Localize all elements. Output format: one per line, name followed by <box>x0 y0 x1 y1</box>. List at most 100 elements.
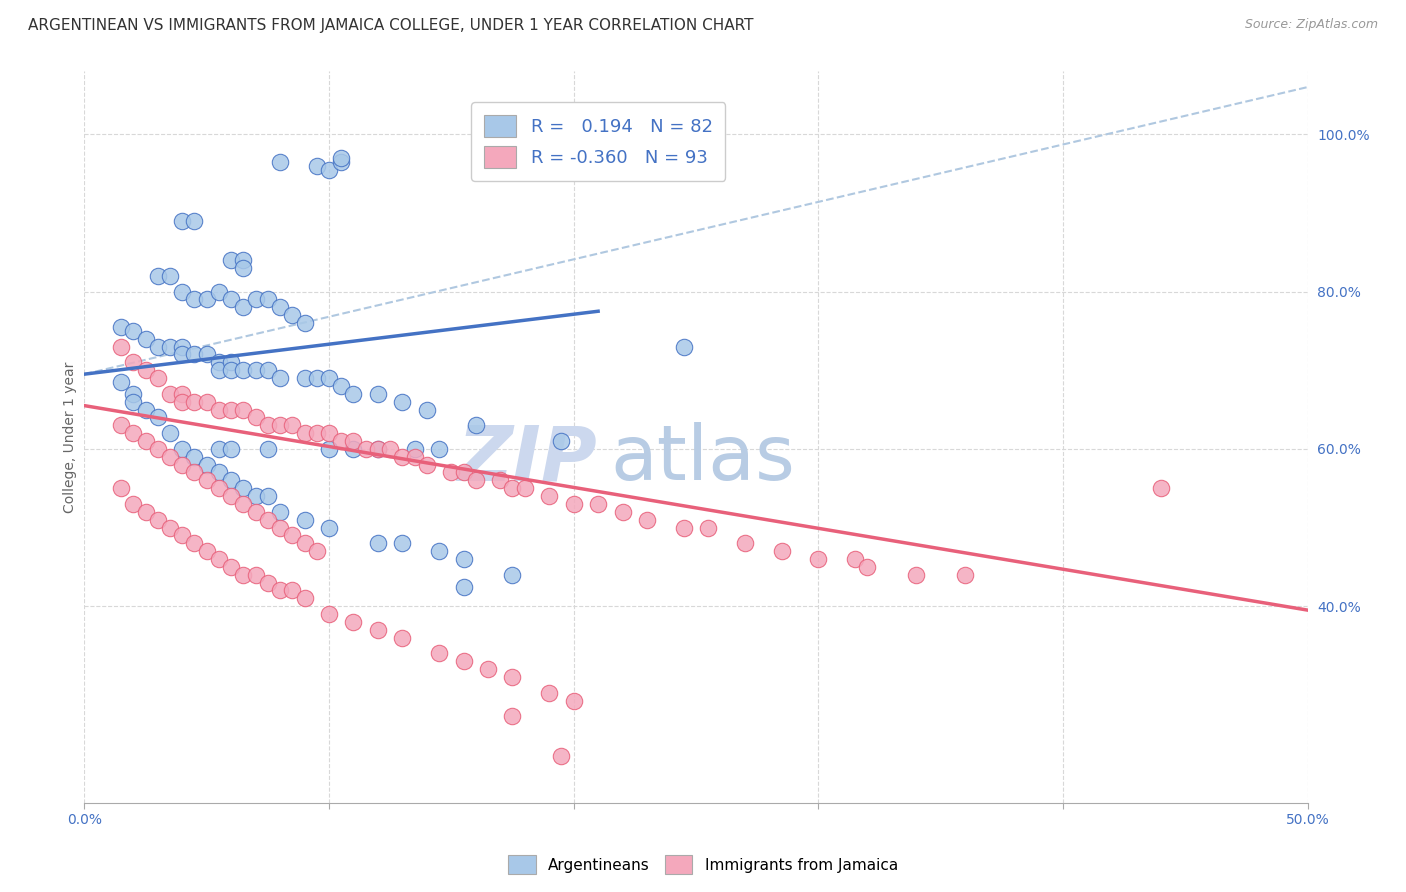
Point <box>172 458 194 472</box>
Point <box>330 434 353 448</box>
Point <box>219 355 242 369</box>
Point <box>219 473 242 487</box>
Point <box>208 552 231 566</box>
Point <box>183 214 205 228</box>
Point <box>453 580 475 594</box>
Point <box>172 394 194 409</box>
Point <box>135 505 157 519</box>
Text: ARGENTINEAN VS IMMIGRANTS FROM JAMAICA COLLEGE, UNDER 1 YEAR CORRELATION CHART: ARGENTINEAN VS IMMIGRANTS FROM JAMAICA C… <box>28 18 754 33</box>
Point <box>183 466 205 480</box>
Point <box>146 513 169 527</box>
Point <box>110 481 132 495</box>
Point <box>513 481 536 495</box>
Point <box>146 410 169 425</box>
Point <box>232 481 254 495</box>
Point <box>183 394 205 409</box>
Point <box>232 363 254 377</box>
Point <box>232 567 254 582</box>
Point <box>281 528 304 542</box>
Point <box>183 293 205 307</box>
Point <box>110 320 132 334</box>
Point <box>110 340 132 354</box>
Point <box>305 371 328 385</box>
Point <box>342 434 364 448</box>
Point <box>195 394 218 409</box>
Point <box>219 293 242 307</box>
Text: atlas: atlas <box>610 422 796 496</box>
Point <box>404 450 426 464</box>
Point <box>257 363 280 377</box>
Point <box>135 332 157 346</box>
Point <box>122 355 145 369</box>
Point <box>208 402 231 417</box>
Point <box>172 340 194 354</box>
Point <box>464 418 486 433</box>
Point <box>550 434 572 448</box>
Point <box>122 387 145 401</box>
Point <box>219 559 242 574</box>
Point <box>391 631 413 645</box>
Point <box>110 375 132 389</box>
Point <box>219 363 242 377</box>
Point <box>195 544 218 558</box>
Point <box>219 402 242 417</box>
Point <box>294 536 316 550</box>
Point <box>367 387 389 401</box>
Point <box>856 559 879 574</box>
Point <box>367 442 389 456</box>
Point <box>281 583 304 598</box>
Point <box>219 253 242 268</box>
Point <box>367 623 389 637</box>
Text: ZIP: ZIP <box>458 422 598 496</box>
Point <box>257 575 280 590</box>
Point <box>122 497 145 511</box>
Point <box>562 693 585 707</box>
Point <box>208 363 231 377</box>
Y-axis label: College, Under 1 year: College, Under 1 year <box>63 361 77 513</box>
Point <box>172 528 194 542</box>
Point <box>269 301 291 315</box>
Point <box>391 536 413 550</box>
Point <box>427 544 450 558</box>
Point <box>195 347 218 361</box>
Text: Source: ZipAtlas.com: Source: ZipAtlas.com <box>1244 18 1378 31</box>
Point <box>269 371 291 385</box>
Point <box>245 293 267 307</box>
Point <box>172 387 194 401</box>
Point <box>159 340 181 354</box>
Point <box>672 340 695 354</box>
Point <box>453 654 475 668</box>
Point <box>464 473 486 487</box>
Point <box>318 607 340 621</box>
Point <box>232 402 254 417</box>
Point <box>342 387 364 401</box>
Point <box>208 285 231 299</box>
Point <box>232 497 254 511</box>
Point <box>318 442 340 456</box>
Point <box>502 567 524 582</box>
Point <box>110 418 132 433</box>
Point <box>550 748 572 763</box>
Point <box>953 567 976 582</box>
Point <box>245 489 267 503</box>
Legend: Argentineans, Immigrants from Jamaica: Argentineans, Immigrants from Jamaica <box>502 849 904 880</box>
Point <box>404 442 426 456</box>
Point <box>146 371 169 385</box>
Point <box>146 340 169 354</box>
Point <box>146 268 169 283</box>
Point <box>330 154 353 169</box>
Point <box>208 442 231 456</box>
Point <box>697 520 720 534</box>
Point <box>489 473 512 487</box>
Point <box>562 497 585 511</box>
Point <box>305 159 328 173</box>
Point <box>453 552 475 566</box>
Point <box>122 324 145 338</box>
Point <box>440 466 463 480</box>
Point <box>269 154 291 169</box>
Point <box>1150 481 1173 495</box>
Point <box>232 260 254 275</box>
Point <box>159 520 181 534</box>
Point <box>172 285 194 299</box>
Point <box>122 426 145 441</box>
